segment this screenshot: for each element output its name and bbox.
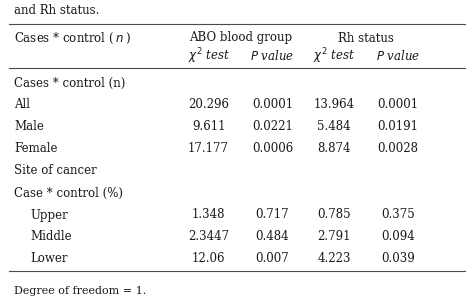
- Text: 2.791: 2.791: [318, 231, 351, 244]
- Text: 0.0001: 0.0001: [378, 99, 419, 112]
- Text: 5.484: 5.484: [318, 120, 351, 133]
- Text: 0.0001: 0.0001: [252, 99, 293, 112]
- Text: 0.0191: 0.0191: [378, 120, 419, 133]
- Text: Lower: Lower: [31, 252, 68, 266]
- Text: 0.785: 0.785: [318, 208, 351, 221]
- Text: 8.874: 8.874: [318, 142, 351, 155]
- Text: Site of cancer: Site of cancer: [14, 165, 97, 178]
- Text: 0.0006: 0.0006: [252, 142, 293, 155]
- Text: 13.964: 13.964: [314, 99, 355, 112]
- Text: 0.717: 0.717: [256, 208, 289, 221]
- Text: $P$ value: $P$ value: [250, 49, 295, 63]
- Text: Middle: Middle: [31, 231, 73, 244]
- Text: Cases * control (n): Cases * control (n): [14, 76, 126, 89]
- Text: 9.611: 9.611: [192, 120, 225, 133]
- Text: Female: Female: [14, 142, 58, 155]
- Text: 0.0221: 0.0221: [252, 120, 293, 133]
- Text: 0.094: 0.094: [381, 231, 415, 244]
- Text: 17.177: 17.177: [188, 142, 229, 155]
- Text: $P$ value: $P$ value: [376, 49, 420, 63]
- Text: $\chi^2$ test: $\chi^2$ test: [313, 46, 355, 66]
- Text: Cases * control ( $n$ ): Cases * control ( $n$ ): [14, 30, 131, 46]
- Text: 2.3447: 2.3447: [188, 231, 229, 244]
- Text: Male: Male: [14, 120, 44, 133]
- Text: 20.296: 20.296: [188, 99, 229, 112]
- Text: $\chi^2$ test: $\chi^2$ test: [188, 46, 229, 66]
- Text: Degree of freedom = 1.: Degree of freedom = 1.: [14, 286, 146, 296]
- Text: 0.375: 0.375: [381, 208, 415, 221]
- Text: 0.007: 0.007: [255, 252, 290, 266]
- Text: 0.484: 0.484: [256, 231, 289, 244]
- Text: 0.0028: 0.0028: [378, 142, 419, 155]
- Text: ABO blood group: ABO blood group: [189, 31, 292, 44]
- Text: All: All: [14, 99, 30, 112]
- Text: 1.348: 1.348: [192, 208, 225, 221]
- Text: 12.06: 12.06: [192, 252, 225, 266]
- Text: Case * control (%): Case * control (%): [14, 186, 123, 200]
- Text: and Rh status.: and Rh status.: [14, 4, 100, 17]
- Text: Upper: Upper: [31, 208, 69, 221]
- Text: 0.039: 0.039: [381, 252, 415, 266]
- Text: Rh status: Rh status: [338, 31, 394, 44]
- Text: 4.223: 4.223: [318, 252, 351, 266]
